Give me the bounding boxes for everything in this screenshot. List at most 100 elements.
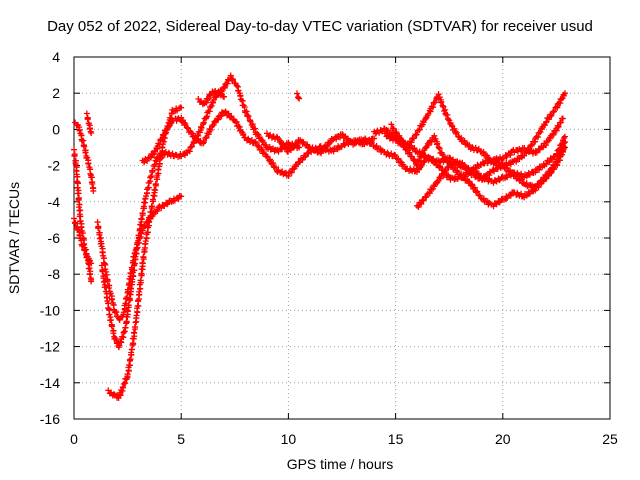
series-track-n [293,90,303,102]
data-point [230,76,237,83]
data-point [128,346,135,353]
data-point [496,199,503,206]
data-point [471,184,478,191]
data-point [83,110,90,117]
data-point [81,247,88,254]
data-point [99,249,106,256]
data-point [266,157,273,164]
data-point [443,167,450,174]
series-track-a2 [83,110,95,137]
data-point [548,112,555,119]
series-track-k [414,139,568,211]
data-point [94,219,101,226]
data-point [178,104,185,111]
data-point [120,329,127,336]
data-point [207,104,214,111]
data-point [548,156,555,163]
data-point [291,144,298,151]
data-point [131,323,138,330]
data-point [559,115,566,122]
data-point [103,271,110,278]
data-point [245,113,252,120]
data-point [95,225,102,232]
data-point [302,153,309,160]
data-point [256,142,263,149]
data-point [200,139,207,146]
y-tick-label: -2 [48,158,61,174]
series-track-l [371,125,568,186]
y-tick-label: -6 [48,230,61,246]
data-point [474,188,481,195]
data-point [142,241,149,248]
data-point [549,165,556,172]
data-point [144,157,151,164]
data-point [76,126,83,133]
data-point [71,146,77,153]
data-point [159,202,166,209]
data-point [557,119,564,126]
data-point [533,184,540,191]
y-tick-label: -16 [40,411,60,427]
data-point [221,93,228,100]
data-point [152,180,159,187]
y-axis-label: SDTVAR / TECUs [6,181,22,295]
data-point [435,144,442,151]
data-point [198,124,205,131]
data-point [108,295,115,302]
tick-labels: 0 5 10 15 20 25 -16 -14 -12 -10 -8 -6 -4 -2 0 2 4 [40,49,618,447]
data-point [116,316,123,323]
series-track-c [71,215,95,267]
data-point [392,152,399,159]
data-point [148,173,155,180]
data-point [436,145,443,152]
data-point [473,189,480,196]
data-point [182,120,189,127]
data-point [178,193,185,200]
data-point [122,324,129,331]
data-point [108,317,115,324]
data-point [89,180,96,187]
x-tick-label: 10 [281,431,297,447]
data-point [82,149,89,156]
data-point [296,95,303,102]
data-point [235,123,242,130]
series-track-g [139,108,378,180]
data-point [133,312,140,319]
data-point [131,330,138,337]
data-point [441,108,448,115]
data-point [120,309,127,316]
data-point [86,265,93,272]
x-axis-label: GPS time / hours [286,456,394,472]
data-point [254,130,261,137]
data-point [528,142,535,149]
data-point [86,125,93,132]
data-point [368,139,375,146]
data-point [453,129,460,136]
data-point [390,125,397,132]
data-point [228,113,235,120]
data-point [451,125,458,132]
data-point [128,285,135,292]
data-point [80,242,87,249]
data-point [98,262,105,269]
data-point [207,126,214,133]
data-point [395,155,402,162]
data-point [277,137,284,144]
data-point [242,134,249,141]
x-tick-label: 5 [177,431,185,447]
data-point [432,135,439,142]
data-point [491,168,498,175]
data-point [139,260,146,267]
data-point [156,141,163,148]
data-point [100,278,107,285]
data-point [259,137,266,144]
y-tick-label: -10 [40,302,60,318]
data-point [514,148,521,155]
data-point [434,140,441,147]
data-point [137,277,144,284]
chart-title: Day 052 of 2022, Sidereal Day-to-day VTE… [47,18,593,35]
data-point [440,103,447,110]
data-point [547,135,554,142]
data-point [304,141,311,148]
